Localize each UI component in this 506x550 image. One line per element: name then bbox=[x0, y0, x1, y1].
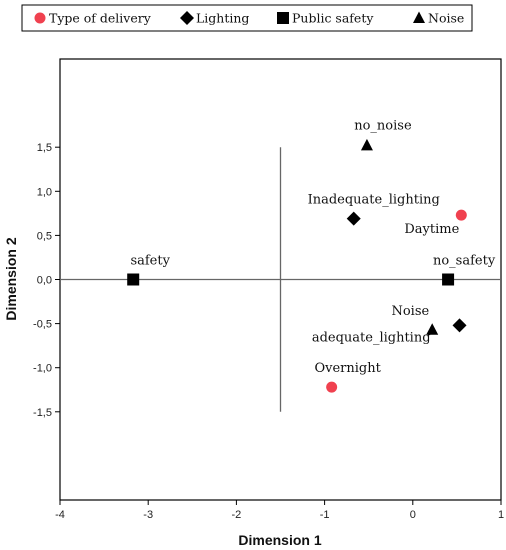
point-label-no-noise: no_noise bbox=[354, 118, 412, 133]
point-noise bbox=[426, 323, 439, 335]
point-safety bbox=[127, 273, 140, 286]
y-tick-label: -0,5 bbox=[33, 319, 52, 331]
legend: Type of delivery Lighting Public safety Noi… bbox=[21, 4, 473, 32]
point-daytime bbox=[455, 209, 467, 221]
y-axis-ticks: 1,5 1,0 0,5 0,0 -0,5 -1,0 -1,5 bbox=[33, 142, 60, 419]
point-label-noise: Noise bbox=[391, 304, 429, 319]
y-tick-label: -1,5 bbox=[33, 407, 52, 419]
point-label-no-safety: no_safety bbox=[433, 254, 496, 269]
point-adequate-lighting bbox=[452, 318, 467, 333]
point-inadequate-lighting bbox=[346, 211, 361, 226]
y-tick-label: 1,0 bbox=[37, 186, 52, 198]
point-label-adequate-lighting: adequate_lighting bbox=[312, 330, 431, 345]
legend-marker-type-of-delivery bbox=[34, 12, 46, 24]
legend-marker-lighting bbox=[180, 11, 194, 25]
x-axis-title: Dimension 1 bbox=[238, 532, 321, 548]
legend-label-lighting: Lighting bbox=[196, 11, 249, 26]
y-tick-label: 0,0 bbox=[37, 275, 52, 287]
point-label-daytime: Daytime bbox=[404, 222, 459, 237]
x-tick-label: -1 bbox=[320, 509, 330, 521]
legend-marker-public-safety bbox=[277, 12, 289, 24]
legend-label-noise: Noise bbox=[428, 11, 464, 26]
x-tick-label: -4 bbox=[55, 509, 65, 521]
point-overnight bbox=[326, 381, 338, 393]
y-axis-title: Dimension 2 bbox=[3, 237, 19, 320]
legend-label-public-safety: Public safety bbox=[292, 11, 374, 26]
y-tick-label: -1,0 bbox=[33, 363, 52, 375]
x-tick-label: -2 bbox=[232, 509, 242, 521]
x-tick-label: 0 bbox=[410, 509, 416, 521]
point-no-safety bbox=[442, 273, 455, 286]
x-tick-label: 1 bbox=[498, 509, 504, 521]
legend-label-type-of-delivery: Type of delivery bbox=[49, 11, 152, 26]
y-tick-label: 1,5 bbox=[37, 142, 52, 154]
data-points: Daytime Overnight Inadequate_lightingadequ… bbox=[127, 118, 496, 393]
point-label-overnight: Overnight bbox=[314, 361, 381, 376]
y-tick-label: 0,5 bbox=[37, 230, 52, 242]
point-label-inadequate-lighting: Inadequate_lighting bbox=[308, 193, 440, 208]
legend-box bbox=[21, 4, 473, 32]
point-label-safety: safety bbox=[130, 254, 170, 269]
legend-marker-noise bbox=[413, 11, 425, 23]
x-axis-ticks: -4 -3 -2 -1 0 1 bbox=[55, 500, 504, 521]
point-no-noise bbox=[360, 138, 373, 151]
x-tick-label: -3 bbox=[143, 509, 153, 521]
